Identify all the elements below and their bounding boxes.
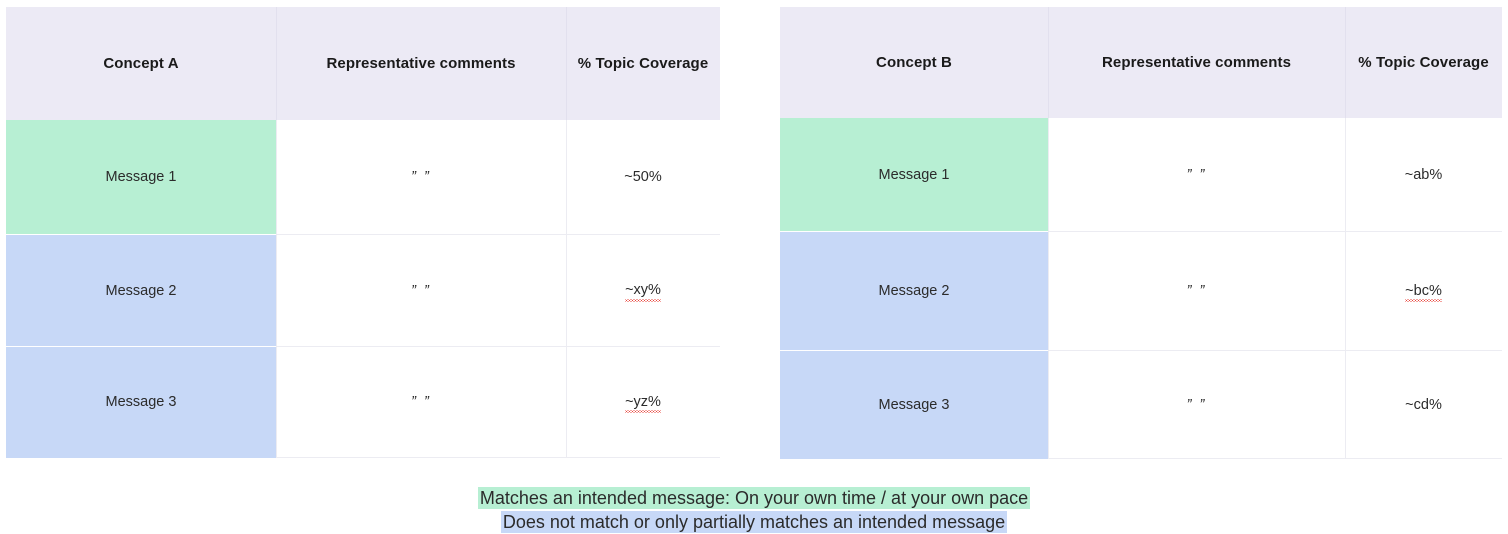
column-header-representative-comments: Representative comments — [1048, 7, 1345, 118]
cell-concept-message: Message 2 — [6, 235, 276, 347]
table-row: Message 2 ” ” ~bc% — [780, 232, 1502, 351]
column-header-concept: Concept A — [6, 7, 276, 120]
table-row: Message 1 ” ” ~ab% — [780, 118, 1502, 232]
cell-topic-coverage: ~yz% — [566, 347, 720, 458]
coverage-value: ~ab% — [1404, 166, 1443, 183]
cell-concept-message: Message 1 — [6, 120, 276, 235]
column-header-concept: Concept B — [780, 7, 1048, 118]
coverage-value: ~bc% — [1405, 282, 1442, 303]
cell-concept-message: Message 3 — [6, 347, 276, 458]
concept-a-table-header: Concept A Representative comments % Topi… — [6, 7, 720, 120]
concept-a-table-body: Message 1 ” ” ~50% Message 2 ” ” ~xy% Me… — [6, 120, 720, 458]
table-row: Message 3 ” ” ~cd% — [780, 351, 1502, 459]
cell-representative-comment: ” ” — [276, 120, 566, 235]
cell-topic-coverage: ~50% — [566, 120, 720, 235]
table-row: Message 1 ” ” ~50% — [6, 120, 720, 235]
cell-concept-message: Message 2 — [780, 232, 1048, 351]
cell-representative-comment: ” ” — [1048, 351, 1345, 459]
cell-topic-coverage: ~xy% — [566, 235, 720, 347]
coverage-value: ~xy% — [625, 281, 661, 302]
table-row: Message 3 ” ” ~yz% — [6, 347, 720, 458]
cell-concept-message: Message 1 — [780, 118, 1048, 232]
concept-b-table: Concept B Representative comments % Topi… — [780, 7, 1502, 459]
concept-a-table: Concept A Representative comments % Topi… — [6, 7, 720, 458]
cell-topic-coverage: ~cd% — [1345, 351, 1502, 459]
cell-topic-coverage: ~bc% — [1345, 232, 1502, 351]
coverage-value: ~yz% — [625, 393, 661, 414]
column-header-topic-coverage: % Topic Coverage — [1345, 7, 1502, 118]
concept-b-table-header: Concept B Representative comments % Topi… — [780, 7, 1502, 118]
column-header-topic-coverage: % Topic Coverage — [566, 7, 720, 120]
legend-match-label: Matches an intended message: On your own… — [477, 487, 1031, 509]
cell-representative-comment: ” ” — [276, 347, 566, 458]
legend-item-match: Matches an intended message: On your own… — [0, 486, 1508, 510]
cell-representative-comment: ” ” — [276, 235, 566, 347]
table-header-row: Concept B Representative comments % Topi… — [780, 7, 1502, 118]
column-header-representative-comments: Representative comments — [276, 7, 566, 120]
cell-topic-coverage: ~ab% — [1345, 118, 1502, 232]
legend-no-match-label: Does not match or only partially matches… — [500, 511, 1008, 533]
cell-representative-comment: ” ” — [1048, 232, 1345, 351]
coverage-value: ~50% — [624, 169, 662, 186]
table-header-row: Concept A Representative comments % Topi… — [6, 7, 720, 120]
cell-concept-message: Message 3 — [780, 351, 1048, 459]
concept-b-table-body: Message 1 ” ” ~ab% Message 2 ” ” ~bc% Me… — [780, 118, 1502, 459]
legend-item-no-match: Does not match or only partially matches… — [0, 510, 1508, 534]
coverage-value: ~cd% — [1405, 396, 1442, 413]
table-row: Message 2 ” ” ~xy% — [6, 235, 720, 347]
cell-representative-comment: ” ” — [1048, 118, 1345, 232]
